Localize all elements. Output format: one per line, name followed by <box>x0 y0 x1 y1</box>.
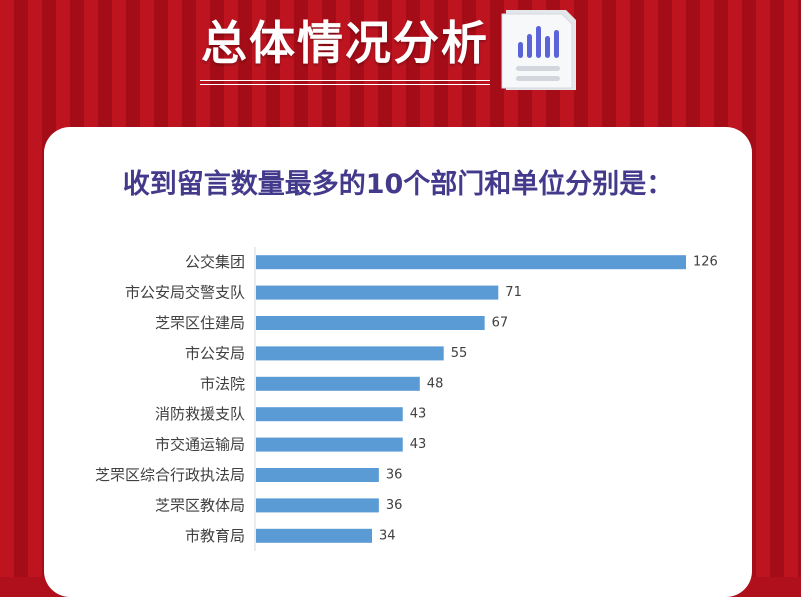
category-label: 公交集团 <box>185 253 245 271</box>
bar-value-label: 34 <box>379 528 396 543</box>
bar <box>256 468 379 482</box>
bar <box>256 498 379 513</box>
category-label: 芝罘区教体局 <box>155 496 245 514</box>
title-underline <box>200 80 490 81</box>
category-label: 市公安局 <box>185 344 245 362</box>
bar <box>256 437 403 452</box>
title-underline-second <box>200 84 490 85</box>
bar-chart-document-icon <box>501 10 576 90</box>
category-label: 市法院 <box>200 375 245 393</box>
bar-value-label: 48 <box>427 376 444 391</box>
category-label: 消防救援支队 <box>155 405 245 423</box>
bar <box>256 346 444 361</box>
bar-value-label: 55 <box>451 346 468 361</box>
bar <box>256 407 403 422</box>
category-label: 芝罘区住建局 <box>155 314 245 332</box>
bar-value-label: 43 <box>410 407 427 422</box>
category-label: 市教育局 <box>185 527 245 545</box>
bar-value-label: 71 <box>505 285 522 300</box>
header: 总体情况分析 <box>0 0 801 130</box>
bar <box>256 376 420 391</box>
bar-value-label: 126 <box>693 255 718 270</box>
bar-value-label: 43 <box>410 437 427 452</box>
category-label: 市公安局交警支队 <box>125 284 245 302</box>
bar <box>256 285 499 300</box>
chart-title: 收到留言数量最多的10个部门和单位分别是： <box>122 169 674 200</box>
bar-value-label: 67 <box>492 316 509 331</box>
bar <box>256 528 373 543</box>
category-label: 芝罘区综合行政执法局 <box>95 466 245 484</box>
category-label: 市交通运输局 <box>155 436 245 454</box>
bar-value-label: 36 <box>386 468 403 483</box>
bar <box>256 255 686 270</box>
bar <box>256 316 485 330</box>
bar-value-label: 36 <box>386 498 403 513</box>
page-title: 总体情况分析 <box>201 16 489 70</box>
department-bar-chart: 公交集团 126 市公安局交警支队 71 芝罘区住建局 67 市公安局 55 市法院 48 消防救援… <box>95 247 718 551</box>
content-card: 收到留言数量最多的10个部门和单位分别是： 公交集团 126 市公安局交警支队 71 芝… <box>44 127 752 597</box>
